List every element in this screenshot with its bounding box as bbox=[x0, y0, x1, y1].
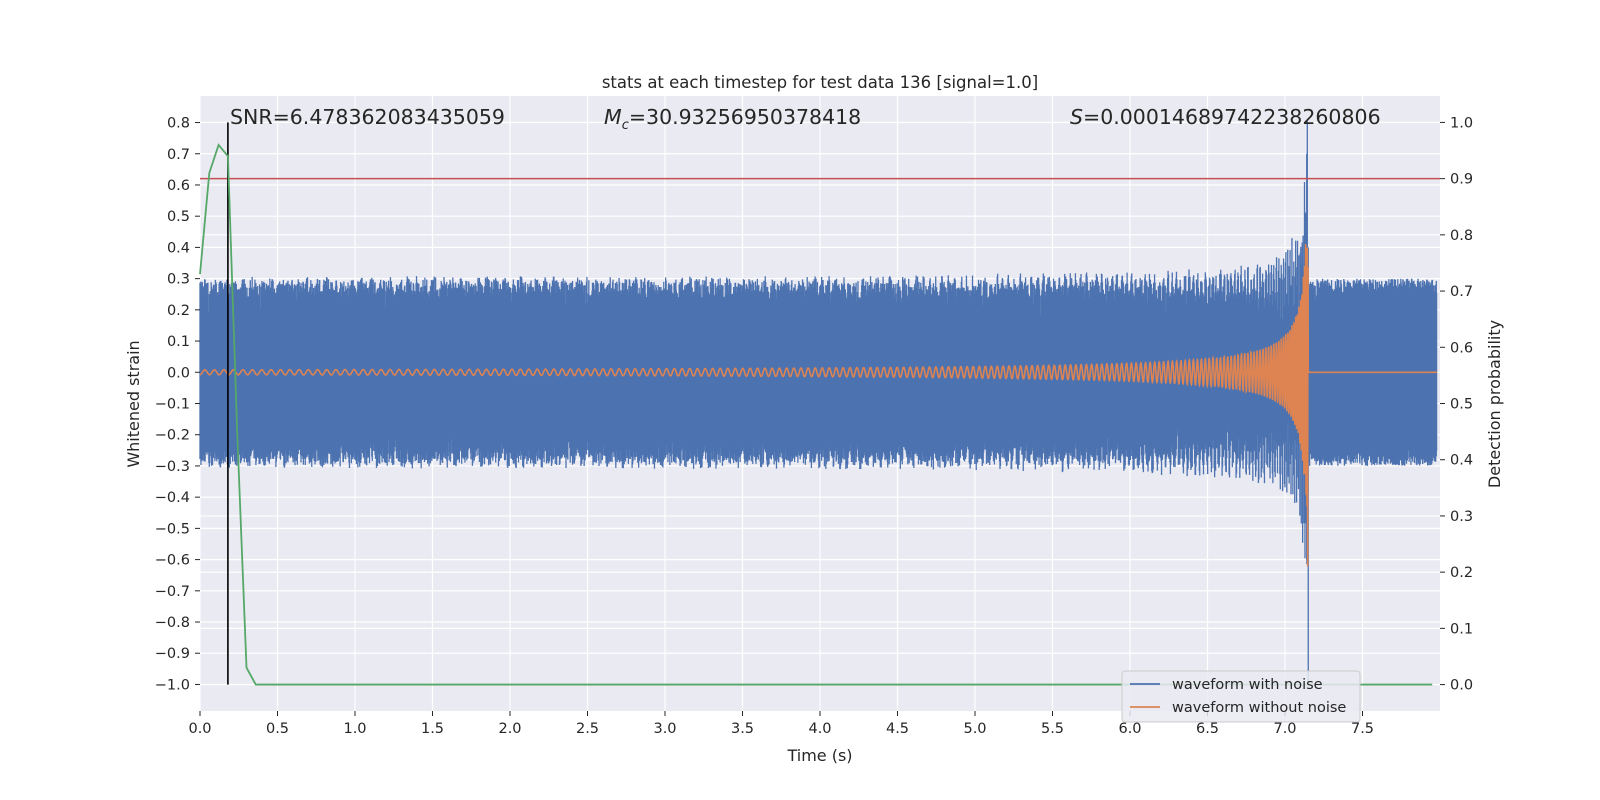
x-tick-label: 5.0 bbox=[963, 721, 986, 737]
chirp-mass-annotation: Mc=30.93256950378418 bbox=[604, 105, 861, 133]
legend-label-noise: waveform with noise bbox=[1172, 677, 1323, 693]
y-right-tick-label: 0.3 bbox=[1450, 509, 1473, 525]
overlay-layer bbox=[199, 122, 1440, 686]
y-left-tick-label: −0.2 bbox=[155, 428, 190, 444]
x-tick-label: 7.5 bbox=[1351, 721, 1374, 737]
x-axis-title: Time (s) bbox=[786, 746, 852, 765]
chirp-mass-subscript: c bbox=[622, 118, 629, 133]
y-left-tick-label: 0.3 bbox=[167, 272, 190, 288]
y-right-tick-label: 0.4 bbox=[1450, 453, 1473, 469]
y-right-tick-label: 0.8 bbox=[1450, 228, 1473, 244]
x-tick-label: 4.0 bbox=[808, 721, 831, 737]
y-left-tick-label: −1.0 bbox=[155, 677, 190, 693]
x-tick-label: 1.5 bbox=[421, 721, 444, 737]
x-tick-label: 7.0 bbox=[1273, 721, 1296, 737]
y-right-tick-label: 0.5 bbox=[1450, 397, 1473, 413]
s-symbol: S bbox=[1070, 105, 1083, 129]
x-tick-label: 0.0 bbox=[188, 721, 211, 737]
y-left-tick-label: 0.0 bbox=[167, 365, 190, 381]
y-right-tick-label: 0.9 bbox=[1450, 172, 1473, 188]
x-tick-label: 3.0 bbox=[653, 721, 676, 737]
legend-box bbox=[1121, 670, 1361, 723]
chirp-mass-symbol: M bbox=[604, 105, 622, 129]
y-left-tick-label: −0.9 bbox=[155, 646, 190, 662]
snr-annotation: SNR=6.478362083435059 bbox=[230, 105, 505, 129]
y-right-tick-label: 1.0 bbox=[1450, 115, 1473, 131]
y-left-tick-label: −0.1 bbox=[155, 397, 190, 413]
y-left-tick-label: −0.6 bbox=[155, 553, 190, 569]
left-axis-ticks: 0.8 0.7 0.6 0.5 0.4 0.3 0.2 0.1 0.0 −0.1 −0.2 −0.3 −… bbox=[155, 116, 200, 693]
y-right-tick-label: 0.6 bbox=[1450, 340, 1473, 356]
x-tick-label: 3.5 bbox=[731, 721, 754, 737]
s-value: =0.00014689742238260806 bbox=[1083, 105, 1381, 129]
series-detection-probability bbox=[199, 143, 1433, 686]
right-axis-title: Detection probability bbox=[1485, 320, 1504, 488]
s-annotation: S=0.00014689742238260806 bbox=[1070, 105, 1381, 129]
y-left-tick-label: 0.6 bbox=[167, 178, 190, 194]
y-right-tick-label: 0.1 bbox=[1450, 621, 1473, 637]
chart-title: stats at each timestep for test data 136… bbox=[602, 73, 1038, 92]
y-left-tick-label: 0.4 bbox=[167, 240, 190, 256]
y-left-tick-label: 0.8 bbox=[167, 116, 190, 132]
y-left-tick-label: 0.5 bbox=[167, 209, 190, 225]
y-right-tick-label: 0.0 bbox=[1450, 678, 1473, 694]
chirp-mass-value: =30.93256950378418 bbox=[629, 105, 861, 129]
y-right-tick-label: 0.2 bbox=[1450, 565, 1473, 581]
x-tick-label: 5.5 bbox=[1041, 721, 1064, 737]
y-left-tick-label: −0.4 bbox=[155, 490, 190, 506]
series-waveform-without-noise bbox=[199, 244, 1437, 567]
y-left-tick-label: −0.5 bbox=[155, 521, 190, 537]
x-tick-label: 4.5 bbox=[886, 721, 909, 737]
y-left-tick-label: 0.7 bbox=[167, 147, 190, 163]
y-right-tick-label: 0.7 bbox=[1450, 284, 1473, 300]
x-axis-ticks: 0.0 0.5 1.0 1.5 2.0 2.5 3.0 3.5 4.0 4.5 5.0 5.5 6.0 6… bbox=[188, 711, 1374, 737]
legend-label-clean: waveform without noise bbox=[1172, 700, 1346, 716]
x-tick-label: 2.5 bbox=[576, 721, 599, 737]
x-tick-label: 6.0 bbox=[1118, 721, 1141, 737]
x-tick-label: 1.0 bbox=[343, 721, 366, 737]
y-left-tick-label: 0.1 bbox=[167, 334, 190, 350]
x-tick-label: 2.0 bbox=[498, 721, 521, 737]
x-tick-label: 6.5 bbox=[1196, 721, 1219, 737]
right-axis-ticks: 1.0 0.9 0.8 0.7 0.6 0.5 0.4 0.3 0.2 0.1 0.0 bbox=[1440, 115, 1473, 694]
left-axis-title: Whitened strain bbox=[124, 340, 143, 467]
y-left-tick-label: −0.7 bbox=[155, 584, 190, 600]
x-tick-label: 0.5 bbox=[266, 721, 289, 737]
clean-waveform-layer bbox=[199, 244, 1437, 567]
y-left-tick-label: −0.8 bbox=[155, 615, 190, 631]
legend: waveform with noise waveform without noi… bbox=[1121, 670, 1361, 723]
y-left-tick-label: 0.2 bbox=[167, 303, 190, 319]
y-left-tick-label: −0.3 bbox=[155, 459, 190, 475]
